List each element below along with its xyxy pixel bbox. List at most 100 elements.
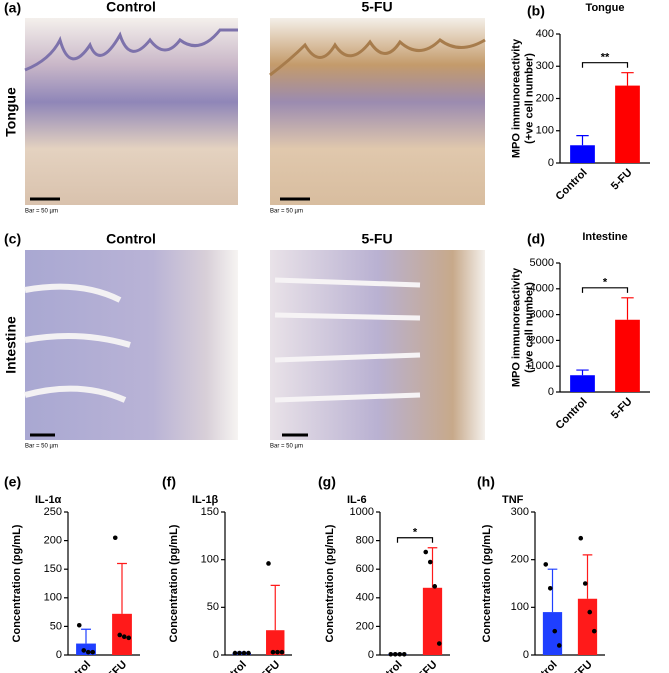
data-point xyxy=(81,648,87,653)
y-tick-label: 1000 xyxy=(530,360,554,372)
data-point xyxy=(436,641,442,646)
image-title: Control xyxy=(106,231,156,247)
panel-letter: (a) xyxy=(4,0,21,16)
data-point xyxy=(121,634,127,639)
bar xyxy=(570,375,595,392)
y-axis-label: MPO immunoreactivity xyxy=(510,38,522,158)
data-point xyxy=(578,535,584,541)
y-axis-label: Concentration (pg/mL) xyxy=(481,524,493,642)
histology-image xyxy=(25,18,238,205)
significance-bracket xyxy=(396,537,434,543)
data-point xyxy=(270,649,276,655)
y-tick-label: 200 xyxy=(511,554,529,566)
y-tick-label: 300 xyxy=(511,506,529,518)
panel-letter: (f) xyxy=(162,474,176,490)
y-tick-label: 100 xyxy=(44,592,62,604)
data-point xyxy=(397,651,403,657)
error-bar xyxy=(427,547,438,588)
y-tick-label: 0 xyxy=(213,649,219,661)
y-axis-label: (+ve cell number) xyxy=(523,282,535,373)
data-point xyxy=(117,632,123,638)
y-tick-label: 1000 xyxy=(350,506,374,518)
x-tick-label: Control xyxy=(554,167,590,203)
panel-letter: (h) xyxy=(477,474,495,490)
y-tick-label: 300 xyxy=(536,60,554,72)
error-bar xyxy=(547,568,558,613)
bar xyxy=(570,145,595,163)
y-tick-label: 0 xyxy=(368,649,374,661)
image-title: 5-FU xyxy=(361,0,392,15)
x-tick-label: 5-FU xyxy=(609,396,635,422)
y-tick-label: 200 xyxy=(536,92,554,104)
bar xyxy=(615,85,640,163)
y-tick-label: 50 xyxy=(207,601,219,613)
data-point xyxy=(543,562,549,567)
bar xyxy=(422,587,443,655)
y-axis-label: Concentration (pg/mL) xyxy=(168,524,180,642)
image-title: Control xyxy=(106,0,156,15)
bar xyxy=(112,613,132,655)
scale-label: Bar = 50 µm xyxy=(270,209,303,215)
panel-letter: (c) xyxy=(4,231,21,247)
data-point xyxy=(232,650,238,656)
data-point xyxy=(427,559,433,565)
data-point xyxy=(423,549,429,555)
tissue-lumen xyxy=(24,283,131,403)
data-point xyxy=(85,649,91,655)
data-point xyxy=(401,651,407,657)
data-point xyxy=(237,650,242,656)
image-title: 5-FU xyxy=(361,231,392,247)
bar xyxy=(76,643,96,655)
data-point xyxy=(556,643,562,648)
data-point xyxy=(112,535,118,541)
bar xyxy=(542,612,563,655)
data-point xyxy=(432,584,438,589)
significance-bracket xyxy=(581,287,629,293)
y-tick-label: 0 xyxy=(523,649,529,661)
histology-image xyxy=(25,250,238,440)
data-point xyxy=(587,609,593,615)
data-point xyxy=(582,581,588,586)
y-tick-label: 800 xyxy=(356,535,374,547)
chart-title: Intestine xyxy=(582,231,627,243)
data-point xyxy=(76,622,82,628)
data-point xyxy=(547,585,553,591)
y-tick-label: 150 xyxy=(201,506,219,518)
y-tick-label: 50 xyxy=(50,620,62,632)
bar xyxy=(577,598,598,655)
y-tick-label: 0 xyxy=(548,386,554,398)
x-tick-label: 5-FU xyxy=(609,167,635,193)
error-bar xyxy=(117,562,127,614)
significance-label: * xyxy=(413,527,418,539)
x-tick-label: 5FU xyxy=(259,659,282,673)
x-tick-label: 5FU xyxy=(106,659,129,673)
tissue-edge xyxy=(24,28,238,72)
tissue-edge xyxy=(269,38,486,77)
scale-label: Bar = 50 µm xyxy=(25,444,58,450)
y-axis-label: (+ve cell number) xyxy=(523,53,535,144)
y-tick-label: 200 xyxy=(44,535,62,547)
tissue-lumen xyxy=(274,277,421,403)
y-tick-label: 4000 xyxy=(530,283,554,295)
scale-label: Bar = 50 µm xyxy=(25,209,58,215)
chart-title: IL-6 xyxy=(347,494,367,506)
significance-bracket xyxy=(581,62,629,68)
y-tick-label: 200 xyxy=(356,620,374,632)
y-tick-label: 100 xyxy=(201,554,219,566)
y-tick-label: 0 xyxy=(548,157,554,169)
y-tick-label: 5000 xyxy=(530,257,554,269)
chart-title: TNF xyxy=(502,494,524,506)
panel-letter: (g) xyxy=(318,474,336,490)
error-bar xyxy=(576,134,589,146)
y-tick-label: 250 xyxy=(44,506,62,518)
bar xyxy=(266,630,285,655)
y-tick-label: 400 xyxy=(536,28,554,40)
chart-title: Tongue xyxy=(586,2,625,14)
data-point xyxy=(552,628,558,634)
y-tick-label: 150 xyxy=(44,563,62,575)
row-label: Tongue xyxy=(3,87,19,137)
significance-label: ** xyxy=(601,52,610,64)
y-tick-label: 2000 xyxy=(530,334,554,346)
y-axis-label: MPO immunoreactivity xyxy=(510,267,522,387)
